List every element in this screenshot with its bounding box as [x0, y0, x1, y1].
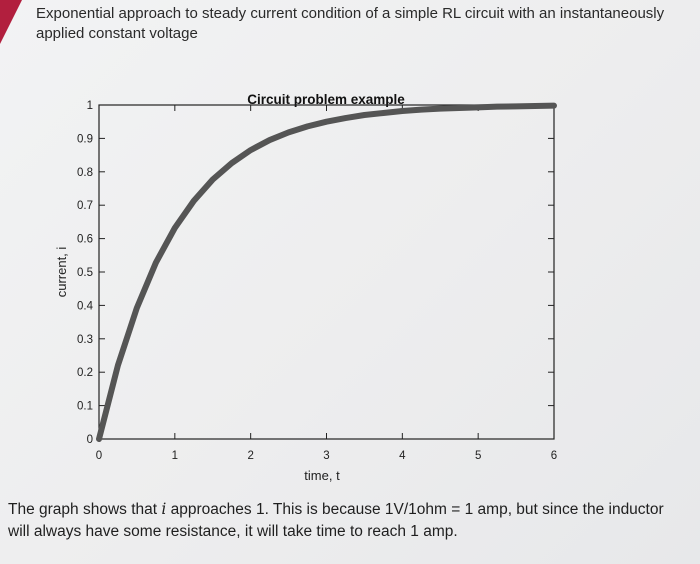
y-tick-label: 0: [87, 434, 93, 446]
y-tick-label: 0.6: [77, 234, 93, 246]
y-tick-label: 0.2: [77, 367, 93, 379]
plot-frame: [98, 104, 555, 440]
y-tick-label: 0.7: [77, 200, 93, 212]
current-variable: i: [161, 500, 167, 518]
corner-accent: [0, 0, 22, 44]
y-axis-label: current, i: [54, 247, 69, 298]
explanation-part-1: The graph shows that: [8, 501, 162, 518]
chart-title: Circuit problem example: [247, 92, 405, 107]
explanation-text: The graph shows that i approaches 1. Thi…: [8, 498, 688, 543]
y-tick-label: 0.1: [77, 401, 93, 413]
y-axis-ticks: 0 0.1 0.2 0.3 0.4 0.5 0.6 0.7 0.8 0.9 1: [77, 100, 554, 446]
question-header: Exponential approach to steady current c…: [36, 5, 665, 42]
y-tick-label: 0.8: [77, 167, 93, 179]
x-tick-label: 3: [323, 450, 329, 462]
x-tick-label: 4: [399, 450, 406, 462]
current-curve: [96, 102, 557, 442]
y-tick-label: 0.5: [77, 267, 93, 279]
y-tick-label: 0.9: [77, 133, 93, 145]
x-axis-label: time, t: [304, 468, 340, 483]
x-tick-label: 1: [172, 450, 178, 462]
y-tick-label: 1: [87, 100, 93, 112]
x-tick-label: 6: [551, 450, 557, 462]
x-tick-label: 0: [96, 450, 102, 462]
y-tick-label: 0.4: [77, 300, 94, 312]
y-tick-label: 0.3: [77, 334, 93, 346]
explanation-part-2: approaches 1. This is because 1V/1ohm = …: [8, 501, 664, 540]
x-tick-label: 5: [475, 450, 481, 462]
x-axis-ticks: 0 1 2 3 4 5 6: [96, 105, 557, 462]
x-tick-label: 2: [247, 450, 253, 462]
